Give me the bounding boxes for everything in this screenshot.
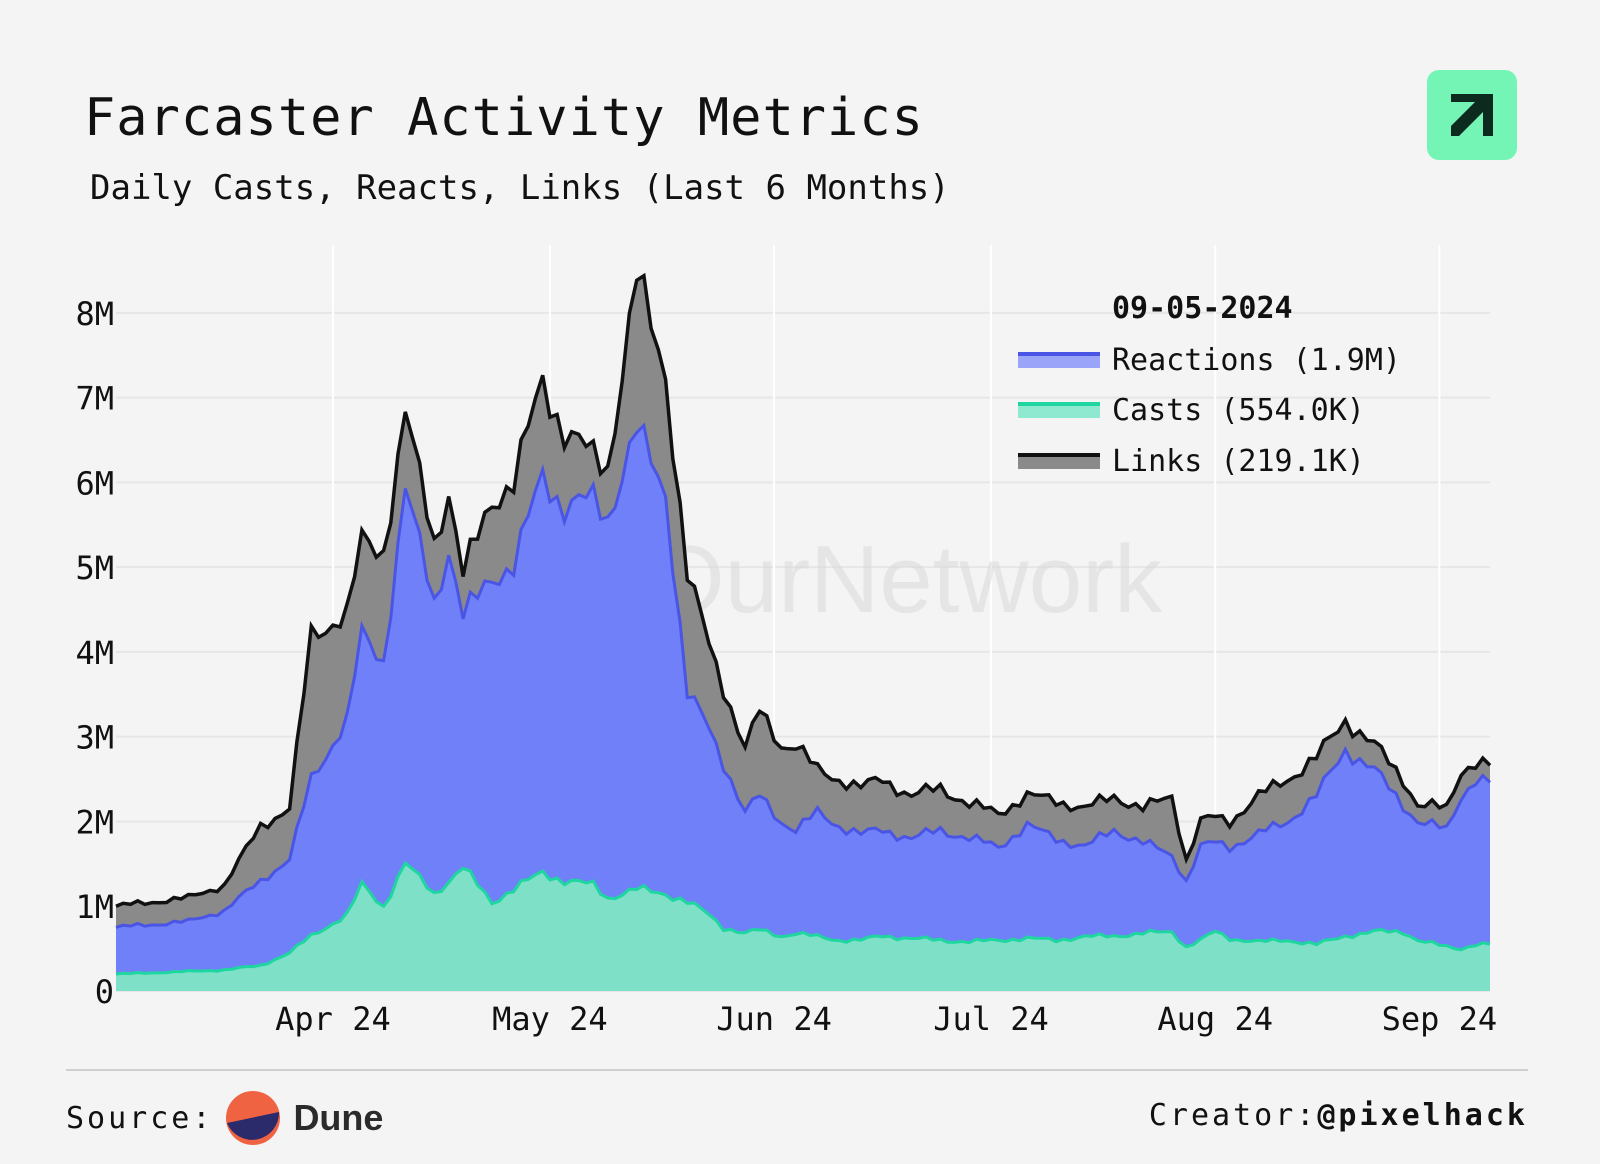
footer-creator: Creator:@pixelhack (1149, 1098, 1528, 1133)
reactions-line (115, 422, 1492, 929)
y-tick-label: 3M (75, 719, 114, 757)
footer-source: Source: Dune (66, 1090, 383, 1146)
ournetwork-logo-icon (1427, 70, 1517, 160)
legend: 09-05-2024 Reactions (1.9M) Casts (554.0… (1018, 291, 1401, 479)
chart-title: Farcaster Activity Metrics (84, 88, 924, 148)
legend-date: 09-05-2024 (1112, 291, 1293, 326)
casts-area (116, 863, 1490, 991)
y-tick-label: 0 (95, 973, 114, 1011)
y-axis: 0 1M 2M 3M 4M 5M 6M 7M 8M (75, 295, 114, 1011)
y-tick-label: 6M (75, 464, 114, 502)
x-tick-label: Aug 24 (1157, 1000, 1273, 1038)
y-tick-label: 5M (75, 549, 114, 587)
x-tick-label: Apr 24 (275, 1000, 391, 1038)
y-tick-label: 8M (75, 295, 114, 333)
legend-links-label: Links (219.1K) (1112, 444, 1365, 479)
source-label: Source: (66, 1100, 214, 1136)
dune-logo-icon (226, 1091, 281, 1145)
casts-line (115, 860, 1491, 976)
x-tick-label: Jun 24 (716, 1000, 832, 1038)
watermark: OurNetwork (650, 526, 1163, 633)
legend-links-swatch-line (1018, 453, 1100, 457)
links-area (116, 275, 1490, 928)
creator-handle: @pixelhack (1317, 1098, 1528, 1133)
legend-casts-label: Casts (554.0K) (1112, 393, 1365, 428)
y-tick-label: 4M (75, 634, 114, 672)
x-tick-label: Sep 24 (1382, 1000, 1498, 1038)
links-line (115, 272, 1492, 908)
x-tick-label: Jul 24 (933, 1000, 1049, 1038)
legend-reactions-swatch-line (1018, 352, 1100, 356)
legend-reactions-label: Reactions (1.9M) (1112, 343, 1401, 378)
footer-divider (66, 1069, 1528, 1071)
x-axis: Apr 24 May 24 Jun 24 Jul 24 Aug 24 Sep 24 (275, 1000, 1497, 1038)
y-tick-label: 1M (75, 888, 114, 926)
x-tick-label: May 24 (492, 1000, 608, 1038)
chart: OurNetwork 0 1M 2M 3M 4M 5M 6M 7M 8M Apr 24 May 2… (75, 245, 1497, 1038)
chart-subtitle: Daily Casts, Reacts, Links (Last 6 Month… (90, 168, 950, 208)
source-name: Dune (293, 1097, 384, 1138)
y-tick-label: 2M (75, 803, 114, 841)
reactions-area (116, 425, 1490, 974)
creator-label: Creator: (1148, 1098, 1318, 1133)
y-tick-label: 7M (75, 380, 114, 418)
legend-casts-swatch-line (1018, 402, 1100, 406)
logo-mark-icon (1451, 94, 1493, 136)
